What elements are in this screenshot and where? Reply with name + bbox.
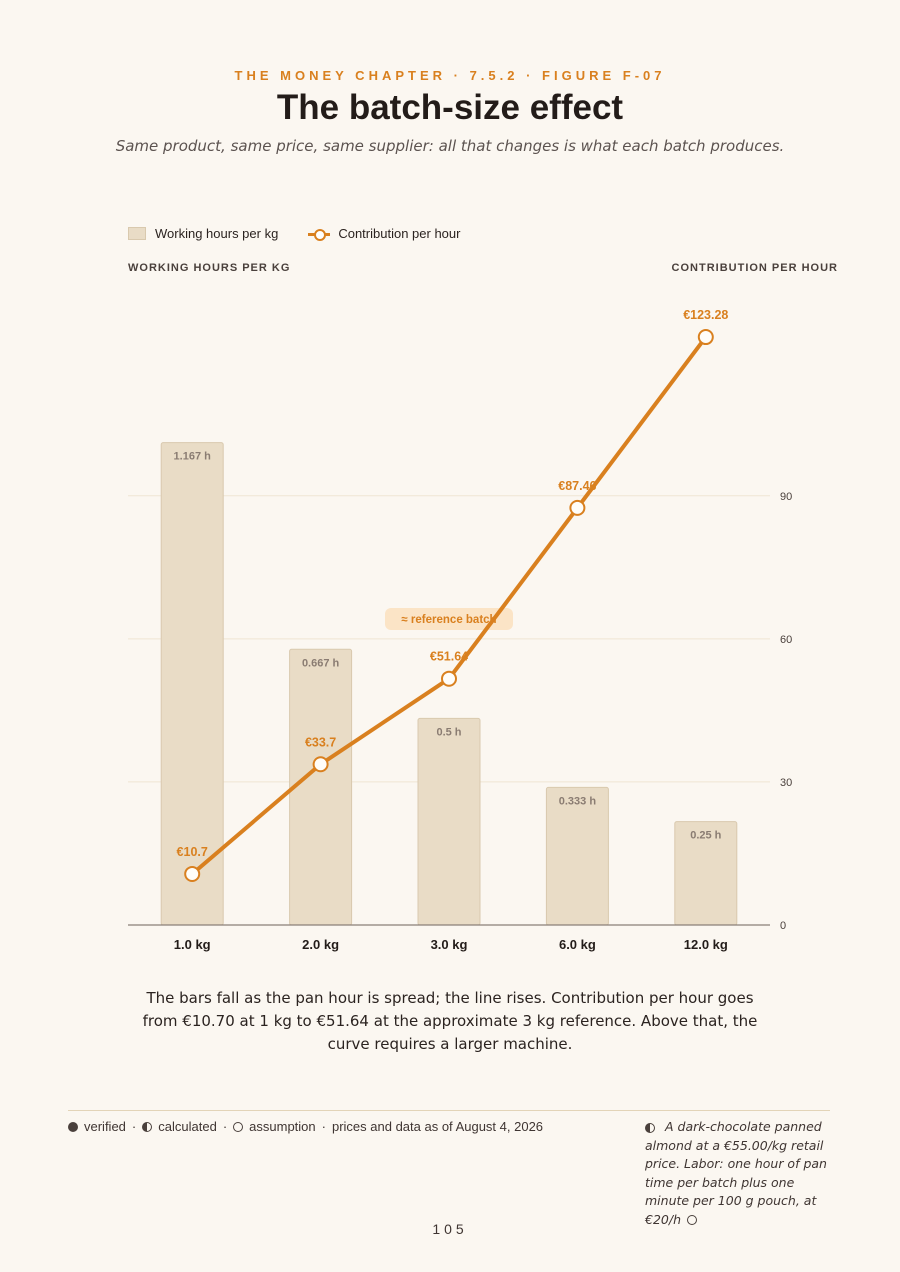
line-value-label: €51.64 xyxy=(430,650,468,664)
footnote: A dark-chocolate panned almond at a €55.… xyxy=(645,1118,830,1229)
line-point xyxy=(184,865,201,882)
y-tick-label: 60 xyxy=(780,634,792,646)
x-tick-label: 1.0 kg xyxy=(174,937,211,952)
bar xyxy=(545,786,609,926)
line-value-label: €123.28 xyxy=(683,308,728,322)
bar-value-label: 0.667 h xyxy=(302,657,340,669)
bar xyxy=(417,717,481,926)
bar-value-label: 0.25 h xyxy=(690,830,721,842)
line-value-label: €33.7 xyxy=(305,735,336,749)
figure-caption: The bars fall as the pan hour is spread;… xyxy=(142,989,758,1053)
bar-value-label: 1.167 h xyxy=(174,451,212,463)
calculated-label: calculated xyxy=(158,1119,217,1134)
legend-item-line: Contribution per hour xyxy=(308,226,460,241)
verified-icon xyxy=(68,1121,78,1132)
line-swatch-icon xyxy=(308,228,331,241)
left-axis-title: WORKING HOURS PER KG xyxy=(128,262,291,274)
annotation-badge xyxy=(385,608,513,630)
line-point xyxy=(569,499,586,516)
legend-bars-label: Working hours per kg xyxy=(155,226,279,241)
line-point xyxy=(697,329,714,346)
line-point xyxy=(312,756,329,773)
status-legend: verified · calculated · assumption · pri… xyxy=(68,1119,543,1134)
bar-value-label: 0.333 h xyxy=(559,795,597,807)
assumption-icon xyxy=(686,1215,697,1225)
y-tick-label: 30 xyxy=(780,777,792,789)
page-number: 105 xyxy=(432,1221,468,1237)
calculated-icon xyxy=(142,1121,153,1132)
page-title: The batch-size effect xyxy=(276,88,624,127)
assumption-icon xyxy=(233,1121,244,1132)
bar-value-label: 0.5 h xyxy=(436,726,461,738)
x-tick-label: 6.0 kg xyxy=(559,937,596,952)
figure-eyebrow: THE MONEY CHAPTER · 7.5.2 · FIGURE F-07 xyxy=(234,68,666,83)
data-date: prices and data as of August 4, 2026 xyxy=(331,1119,544,1134)
line-point xyxy=(441,670,457,687)
x-tick-label: 3.0 kg xyxy=(431,937,468,952)
page-subtitle: Same product, same price, same supplier:… xyxy=(115,137,785,155)
right-axis-title: CONTRIBUTION PER HOUR xyxy=(671,262,838,274)
y-tick-label: 90 xyxy=(780,491,792,503)
legend-item-bars: Working hours per kg xyxy=(128,226,278,241)
annotation-label: ≈ reference batch xyxy=(401,614,496,626)
line-value-label: €10.7 xyxy=(177,845,208,859)
line-value-label: €87.46 xyxy=(558,479,596,493)
calculated-icon xyxy=(645,1122,655,1133)
y-tick-label: 0 xyxy=(780,920,786,932)
footnote-text: A dark-chocolate panned almond at a €55.… xyxy=(645,1119,827,1227)
bar-swatch-icon xyxy=(128,227,146,240)
footer-divider xyxy=(68,1110,830,1111)
x-tick-label: 12.0 kg xyxy=(684,937,728,952)
chart-legend: Working hours per kg Contribution per ho… xyxy=(128,226,490,241)
verified-label: verified xyxy=(84,1119,126,1134)
assumption-label: assumption xyxy=(249,1119,316,1134)
bar xyxy=(289,648,353,926)
x-tick-label: 2.0 kg xyxy=(302,937,339,952)
legend-line-label: Contribution per hour xyxy=(338,226,461,241)
